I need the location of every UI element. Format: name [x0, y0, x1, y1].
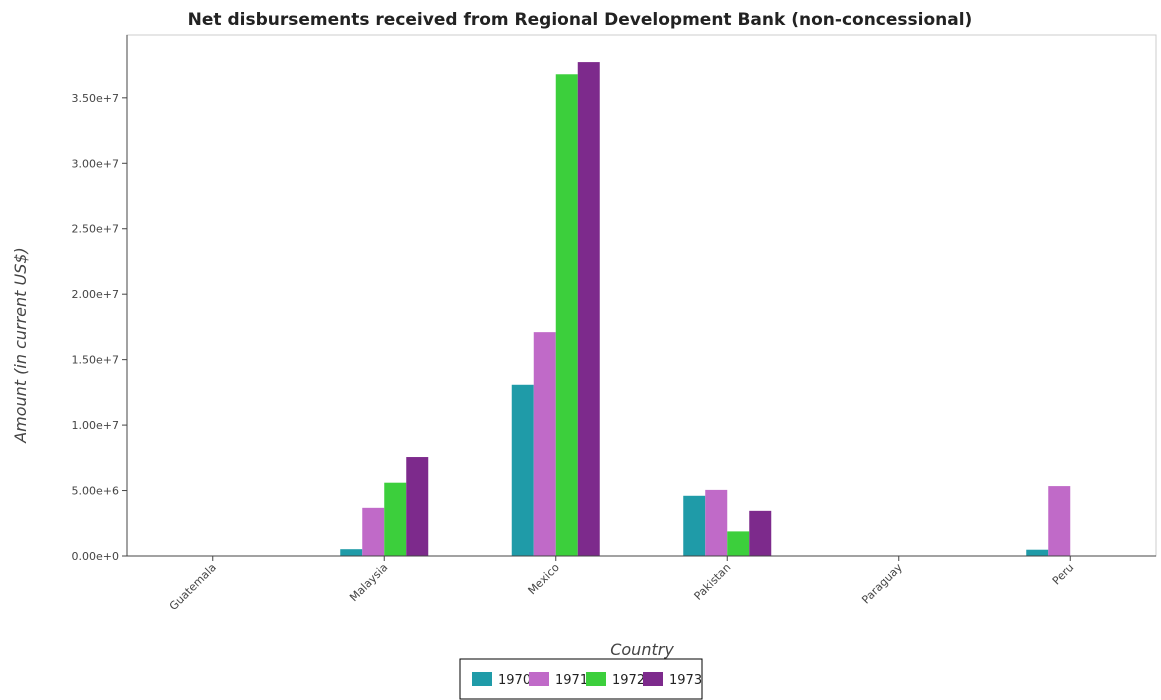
legend-label-1970: 1970 — [498, 673, 531, 688]
legend-swatch-1972 — [586, 672, 606, 686]
x-axis-label: Country — [610, 640, 674, 659]
bar-1972-mexico — [555, 74, 578, 556]
bar-1970-mexico — [511, 384, 534, 556]
legend-label-1973: 1973 — [669, 673, 702, 688]
bar-1970-pakistan — [683, 495, 706, 556]
bar-1972-pakistan — [727, 531, 750, 556]
bar-1971-malaysia — [362, 507, 385, 556]
legend-label-1972: 1972 — [612, 673, 645, 688]
legend: 1970 1971 1972 1973 — [459, 658, 703, 700]
y-tick-label: 3.00e+7 — [72, 157, 119, 170]
y-tick-label: 2.50e+7 — [72, 223, 119, 236]
chart-title: Net disbursements received from Regional… — [188, 10, 973, 30]
y-axis: 0.00e+0 5.00e+6 1.00e+7 1.50e+7 2.00e+7 2.50e… — [72, 35, 128, 563]
y-tick-label: 2.00e+7 — [72, 288, 119, 301]
legend-items: 1970 1971 1972 1973 — [472, 672, 702, 688]
bar-1970-malaysia — [340, 549, 363, 556]
bar-1971-pakistan — [705, 489, 728, 556]
legend-swatch-1970 — [472, 672, 492, 686]
bar-1973-pakistan — [749, 510, 772, 556]
y-tick-label: 5.00e+6 — [72, 485, 119, 498]
y-tick-label: 1.50e+7 — [72, 354, 119, 367]
bar-1971-mexico — [533, 332, 556, 556]
legend-label-1971: 1971 — [555, 673, 588, 688]
y-tick-label: 1.00e+7 — [72, 419, 119, 432]
bar-1973-malaysia — [406, 457, 429, 556]
bar-1971-peru — [1048, 486, 1071, 556]
legend-swatch-1971 — [529, 672, 549, 686]
y-tick-label: 3.50e+7 — [72, 92, 119, 105]
bar-1972-malaysia — [384, 482, 407, 556]
legend-swatch-1973 — [643, 672, 663, 686]
y-axis-label: Amount (in current US$) — [11, 247, 30, 444]
bar-1970-peru — [1026, 549, 1049, 556]
bar-1973-mexico — [577, 62, 600, 557]
y-tick-label: 0.00e+0 — [72, 550, 119, 563]
plot-area — [126, 34, 1157, 557]
